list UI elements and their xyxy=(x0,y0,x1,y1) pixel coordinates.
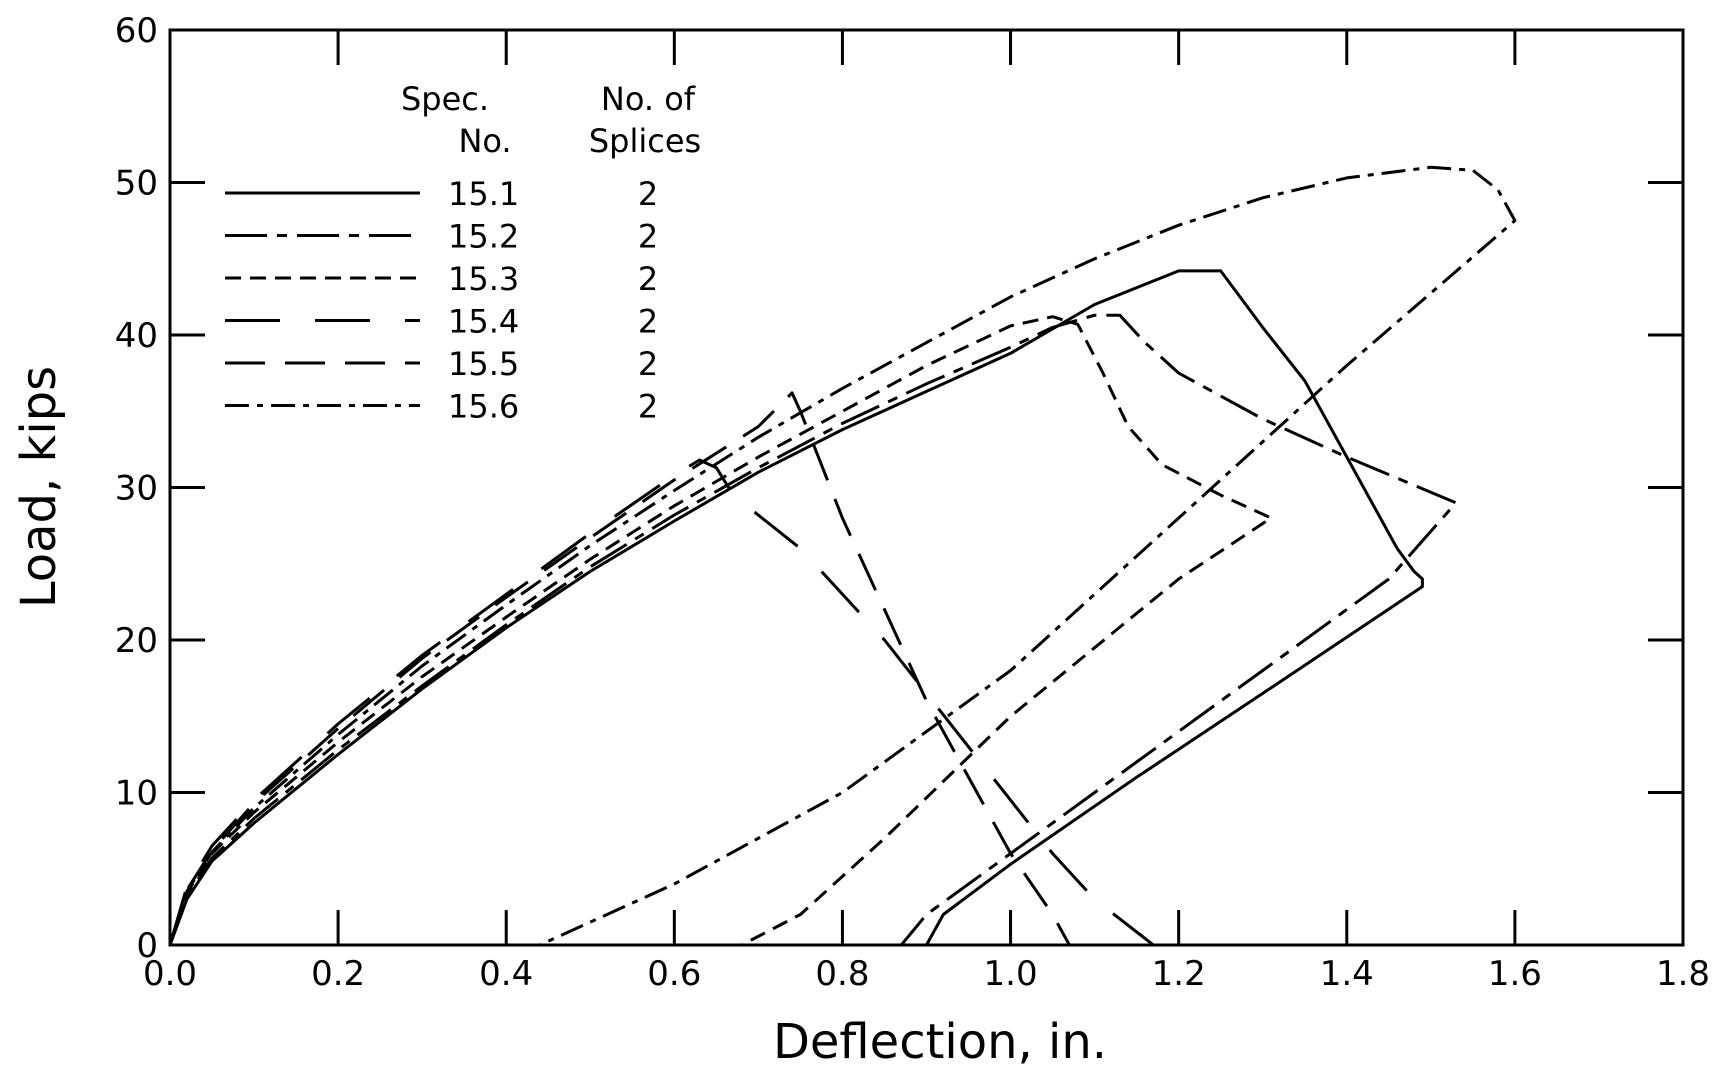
legend-splice-count: 2 xyxy=(638,388,658,426)
legend-spec-no: 15.6 xyxy=(448,388,519,426)
legend-splice-count: 2 xyxy=(638,175,658,213)
legend-header: No. of xyxy=(601,80,696,118)
legend-splice-count: 2 xyxy=(638,260,658,298)
y-tick-label: 40 xyxy=(115,316,158,356)
legend: Spec. No. No. of Splices 15.1 2 15.2 2 15.3 2 15.4… xyxy=(225,80,701,426)
x-tick-label: 1.4 xyxy=(1320,954,1374,994)
series-line-15-4 xyxy=(168,458,1155,947)
legend-header: No. xyxy=(458,122,511,160)
x-tick-label: 0.6 xyxy=(647,954,701,994)
y-tick-label: 30 xyxy=(115,469,158,509)
x-tick-label: 1.6 xyxy=(1488,954,1542,994)
legend-spec-no: 15.2 xyxy=(448,218,519,256)
series-line-15-3 xyxy=(168,315,1273,947)
x-tick-label: 0.0 xyxy=(143,954,197,994)
legend-spec-no: 15.1 xyxy=(448,175,519,213)
legend-splice-count: 2 xyxy=(638,345,658,383)
y-tick-label: 0 xyxy=(136,926,158,966)
x-tick-label: 1.8 xyxy=(1656,954,1710,994)
x-tick-label: 1.0 xyxy=(984,954,1038,994)
plot-frame xyxy=(168,28,1685,947)
series-layer xyxy=(168,165,1517,947)
x-axis-title: Deflection, in. xyxy=(773,1014,1107,1069)
legend-splice-count: 2 xyxy=(638,303,658,341)
y-tick-label: 60 xyxy=(115,11,158,51)
x-tick-label: 0.2 xyxy=(311,954,365,994)
series-line-15-5 xyxy=(168,391,1071,946)
legend-header: Splices xyxy=(589,122,701,160)
legend-spec-no: 15.3 xyxy=(448,260,519,298)
series-line-15-6 xyxy=(168,165,1517,947)
legend-splice-count: 2 xyxy=(638,218,658,256)
y-tick-label: 20 xyxy=(115,621,158,661)
legend-header: Spec. xyxy=(401,80,489,118)
series-line-15-1 xyxy=(168,269,1424,946)
y-axis-ticks: 0 10 20 30 40 50 60 xyxy=(115,11,1683,966)
x-tick-label: 0.4 xyxy=(479,954,533,994)
y-tick-label: 10 xyxy=(115,774,158,814)
y-axis-title: Load, kips xyxy=(11,366,67,608)
y-tick-label: 50 xyxy=(115,164,158,204)
series-line-15-2 xyxy=(168,313,1458,946)
legend-spec-no: 15.4 xyxy=(448,303,519,341)
x-tick-label: 1.2 xyxy=(1152,954,1206,994)
x-axis-ticks: 0.0 0.2 0.4 0.6 0.8 1.0 1.2 1.4 1.6 1.8 xyxy=(143,30,1710,994)
plot-area-border xyxy=(168,28,1685,947)
legend-spec-no: 15.5 xyxy=(448,345,519,383)
x-tick-label: 0.8 xyxy=(815,954,869,994)
